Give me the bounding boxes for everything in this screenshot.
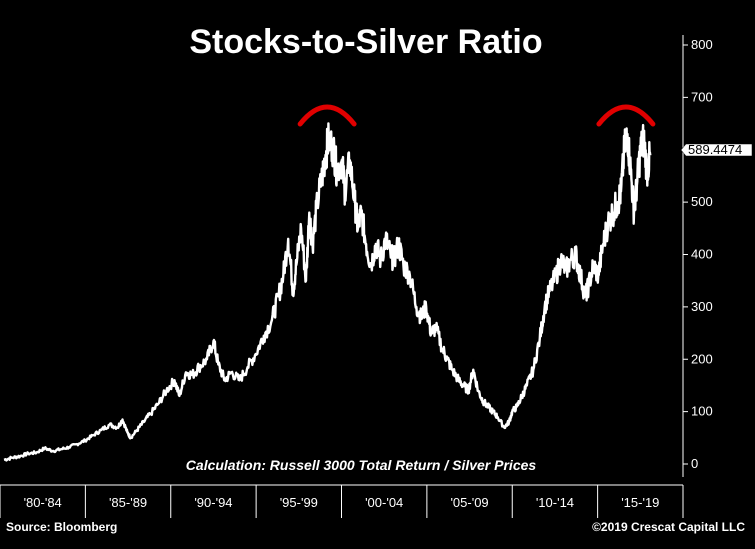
y-tick-label: 700	[691, 89, 713, 104]
peak-highlight-arc	[297, 104, 357, 127]
copyright-label: ©2019 Crescat Capital LLC	[592, 520, 745, 534]
x-category-label: '80-'84	[24, 495, 62, 510]
calculation-annotation: Calculation: Russell 3000 Total Return /…	[186, 457, 537, 473]
y-tick-label: 800	[691, 37, 713, 52]
y-tick-label: 400	[691, 247, 713, 262]
chart-title: Stocks-to-Silver Ratio	[189, 23, 542, 61]
peak-highlight-arc	[596, 104, 656, 127]
plot-area	[3, 122, 652, 462]
x-category-label: '15-'19	[621, 495, 659, 510]
y-tick-label: 200	[691, 351, 713, 366]
y-tick-label: 100	[691, 404, 713, 419]
x-category-label: '00-'04	[365, 495, 403, 510]
last-value-text: 589.4474	[688, 142, 742, 157]
x-category-label: '05-'09	[450, 495, 488, 510]
x-axis-categories: '80-'84 '85-'89 '90-'94 '95-'99 '00-'04 '05-'…	[0, 485, 684, 518]
x-category-label: '10-'14	[536, 495, 574, 510]
ratio-series-line	[3, 122, 652, 462]
y-tick-label: 300	[691, 299, 713, 314]
y-tick-label: 500	[691, 194, 713, 209]
x-category-label: '95-'99	[280, 495, 318, 510]
y-axis-ticks: 0100200300400500600700800	[683, 37, 713, 471]
x-category-label: '90-'94	[194, 495, 232, 510]
x-category-label: '85-'89	[109, 495, 147, 510]
source-label: Source: Bloomberg	[6, 520, 117, 534]
y-tick-label: 0	[691, 456, 698, 471]
last-value-label: 589.4474	[680, 142, 753, 157]
peak-highlights	[297, 104, 656, 127]
